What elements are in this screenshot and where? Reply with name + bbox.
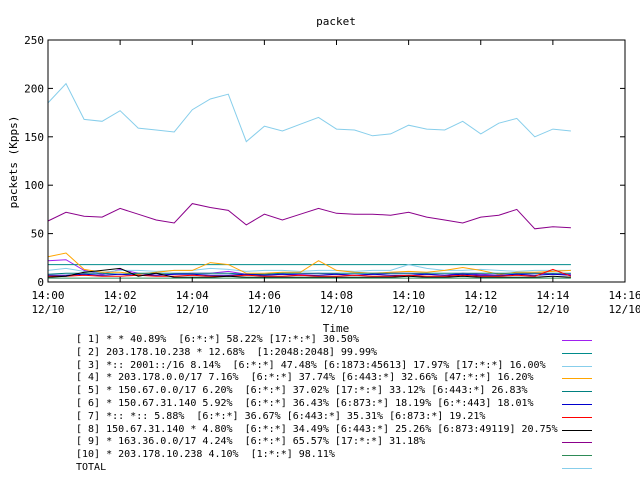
legend-entry-swatch (562, 365, 592, 367)
y-tick-label: 200 (24, 82, 44, 95)
series-line-8 (47, 267, 571, 278)
x-tick-time-label: 14:04 (176, 289, 209, 302)
legend-entry-swatch (562, 429, 592, 431)
legend-entry-label: [ 3] *:: 2001::/16 8.14% [6:*:*] 47.48% … (76, 359, 546, 371)
y-tick-label: 150 (24, 131, 44, 144)
legend-entry-label: TOTAL (76, 462, 107, 473)
y-tick-label: 100 (24, 179, 44, 192)
x-tick-date-label: 12/10 (392, 303, 425, 316)
legend-entry-swatch (562, 442, 592, 444)
x-tick-time-label: 14:06 (248, 289, 281, 302)
y-axis-label: packets (Kpps) (7, 116, 20, 209)
x-tick-time-label: 14:16 (608, 289, 640, 302)
x-tick-time-label: 14:14 (536, 289, 569, 302)
x-tick-date-label: 12/10 (464, 303, 497, 316)
legend-entry-label: [ 1] * * 40.89% [6:*:*] 58.22% [17:*:*] … (76, 334, 359, 345)
series-line-5 (47, 272, 571, 275)
legend-entry-swatch (562, 416, 592, 418)
legend-entry-label: [ 5] * 150.67.0.0/17 6.20% [6:*:*] 37.02… (76, 385, 528, 397)
series-layer (47, 82, 572, 279)
legend-entry-label: [10] * 203.178.10.238 4.10% [1:*:*] 98.1… (76, 449, 335, 461)
legend-entry-label: [ 2] 203.178.10.238 * 12.68% [1:2048:204… (76, 346, 378, 358)
x-tick-time-label: 14:10 (392, 289, 425, 302)
x-tick-time-label: 14:00 (31, 289, 64, 302)
x-tick-time-label: 14:08 (320, 289, 353, 302)
chart-title: packet (316, 15, 356, 28)
legend-entry-swatch (562, 404, 592, 405)
series-line-9 (47, 203, 571, 230)
axis-ticks: 05010015020025014:0012/1014:0212/1014:04… (24, 34, 640, 316)
legend-entry-label: [ 9] * 163.36.0.0/17 4.24% [6:*:*] 65.57… (76, 436, 426, 448)
x-tick-date-label: 12/10 (104, 303, 137, 316)
legend-entry-label: [ 8] 150.67.31.140 * 4.80% [6:*:*] 34.49… (76, 423, 558, 435)
x-tick-date-label: 12/10 (320, 303, 353, 316)
series-line-3 (47, 264, 571, 273)
legend-entry-swatch (562, 468, 592, 469)
x-tick-date-label: 12/10 (248, 303, 281, 316)
x-tick-date-label: 12/10 (608, 303, 640, 316)
x-axis-label: Time (323, 322, 350, 335)
y-tick-label: 50 (31, 228, 44, 241)
plot-frame (47, 39, 626, 283)
x-tick-date-label: 12/10 (536, 303, 569, 316)
legend-entry-swatch (562, 455, 592, 457)
legend-entry-swatch (562, 340, 592, 341)
x-tick-time-label: 14:12 (464, 289, 497, 302)
y-tick-label: 250 (24, 34, 44, 47)
series-line-11 (47, 82, 571, 143)
x-tick-date-label: 12/10 (31, 303, 64, 316)
legend-entry-label: [ 4] * 203.178.0.0/17 7.16% [6:*:*] 37.7… (76, 372, 534, 384)
x-tick-time-label: 14:02 (104, 289, 137, 302)
legend-entry-label: [ 7] *:: *:: 5.88% [6:*:*] 36.67% [6:443… (76, 410, 486, 422)
legend-entry-label: [ 6] * 150.67.31.140 5.92% [6:*:*] 36.43… (76, 398, 534, 409)
legend-entry-swatch (562, 352, 592, 354)
x-tick-date-label: 12/10 (176, 303, 209, 316)
legend-entry-swatch (562, 391, 592, 393)
legend-entry-swatch (562, 378, 592, 380)
y-tick-label: 0 (37, 276, 44, 289)
